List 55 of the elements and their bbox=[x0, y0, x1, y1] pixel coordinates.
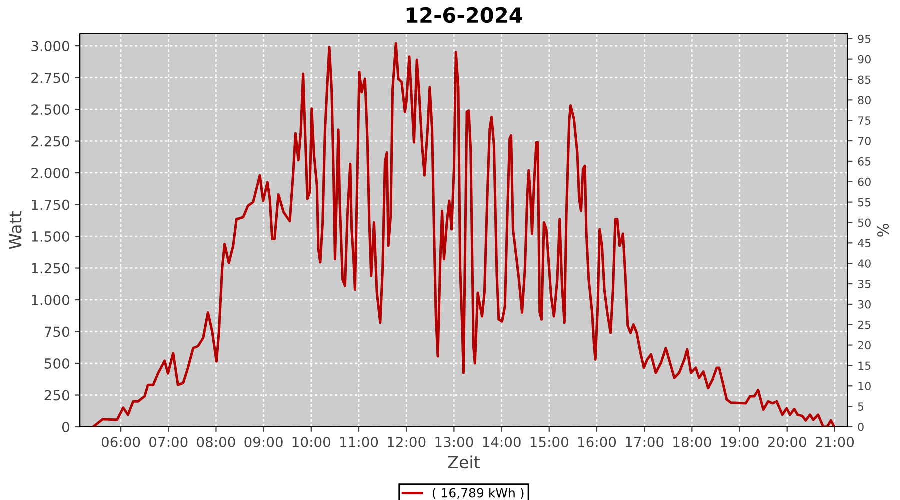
y2-tick-label: 55 bbox=[858, 198, 871, 207]
y2-tick-label: 60 bbox=[858, 178, 871, 186]
x-tick-label: 10:00 bbox=[292, 436, 330, 448]
y2-tick-label: 90 bbox=[858, 55, 871, 64]
y2-tick-label: 15 bbox=[858, 362, 871, 370]
x-tick-label: 16:00 bbox=[578, 436, 616, 448]
y2-tick-label: 45 bbox=[858, 239, 871, 248]
y-tick-label: 250 bbox=[44, 390, 70, 401]
y2-tick-label: 30 bbox=[858, 300, 871, 309]
y2-tick-label: 65 bbox=[858, 157, 871, 166]
y2-tick-label: 20 bbox=[858, 341, 871, 350]
x-tick-label: 06:00 bbox=[102, 436, 140, 448]
x-tick-label: 18:00 bbox=[674, 436, 712, 448]
chart-title: 12-6-2024 bbox=[406, 7, 522, 24]
y2-tick-label: 5 bbox=[858, 402, 864, 411]
y-tick-label: 1.250 bbox=[32, 263, 70, 274]
x-tick-label: 19:00 bbox=[721, 436, 759, 448]
x-axis-title: Zeit bbox=[448, 456, 480, 469]
x-tick-label: 20:00 bbox=[768, 436, 806, 448]
legend-label: ( 16,789 kWh ) bbox=[432, 488, 524, 500]
y-tick-label: 2.250 bbox=[32, 136, 70, 147]
y2-tick-label: 10 bbox=[858, 382, 871, 391]
y2-tick-label: 85 bbox=[858, 76, 871, 84]
y2-tick-label: 35 bbox=[858, 280, 871, 288]
y2-axis-title: % bbox=[877, 224, 890, 237]
y2-tick-label: 50 bbox=[858, 218, 871, 228]
y-tick-label: 1.750 bbox=[32, 200, 70, 210]
y-tick-label: 1.000 bbox=[32, 294, 70, 306]
x-tick-label: 13:00 bbox=[436, 436, 474, 448]
y-axis-title: Watt bbox=[9, 212, 22, 250]
x-tick-label: 15:00 bbox=[530, 436, 568, 448]
y-tick-label: 2.750 bbox=[32, 72, 70, 84]
x-tick-label: 09:00 bbox=[244, 436, 283, 448]
y-tick-label: 2.000 bbox=[32, 168, 70, 179]
y-tick-label: 2.500 bbox=[32, 104, 70, 116]
x-tick-label: 07:00 bbox=[150, 436, 188, 448]
x-tick-label: 08:00 bbox=[197, 436, 236, 448]
x-tick-label: 21:00 bbox=[816, 436, 854, 448]
y2-tick-label: 75 bbox=[858, 116, 871, 125]
y-tick-label: 0 bbox=[62, 422, 70, 432]
y-tick-label: 750 bbox=[45, 326, 70, 338]
x-tick-label: 12:00 bbox=[388, 436, 426, 448]
y-tick-label: 1.500 bbox=[32, 232, 70, 242]
x-tick-label: 14:00 bbox=[483, 436, 521, 448]
y2-tick-label: 70 bbox=[858, 137, 871, 146]
y-tick-label: 3.000 bbox=[32, 41, 70, 52]
x-tick-label: 17:00 bbox=[626, 436, 664, 448]
y2-tick-label: 95 bbox=[858, 34, 871, 44]
line-series bbox=[92, 42, 836, 427]
x-tick-label: 11:00 bbox=[340, 436, 378, 448]
y2-tick-label: 40 bbox=[858, 260, 871, 268]
y2-tick-label: 25 bbox=[858, 320, 871, 330]
y-tick-label: 500 bbox=[44, 358, 70, 369]
y2-tick-label: 80 bbox=[858, 96, 871, 105]
y2-tick-label: 0 bbox=[858, 422, 864, 432]
